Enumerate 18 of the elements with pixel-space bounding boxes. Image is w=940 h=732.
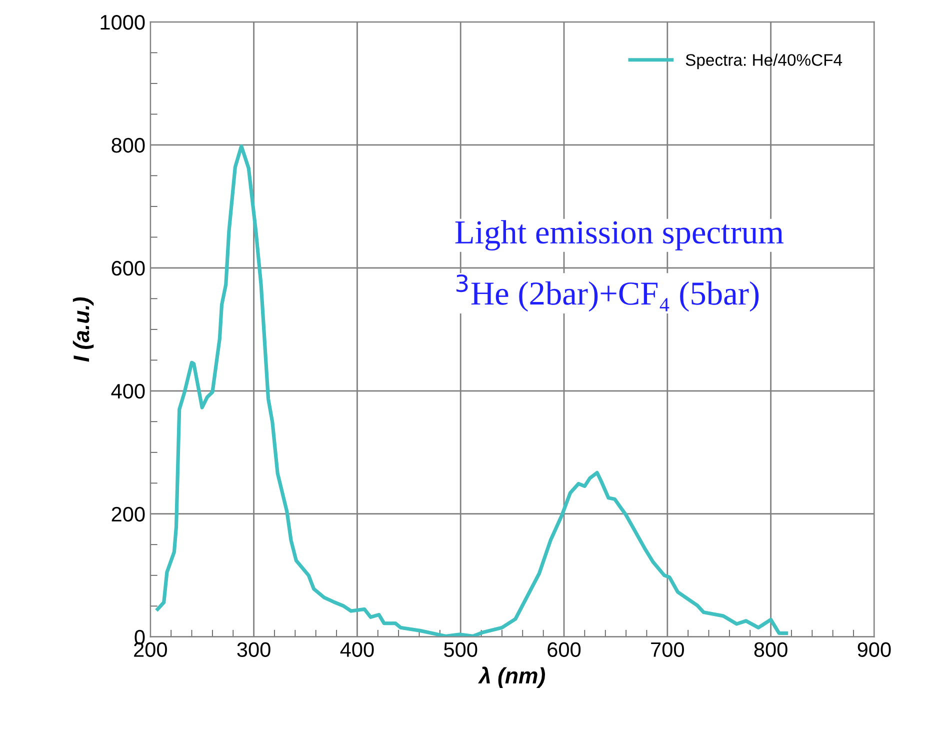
line-series xyxy=(156,144,788,637)
x-tick-label: 500 xyxy=(444,642,478,658)
y-tick-label: 400 xyxy=(111,384,145,399)
y-tick-label: 600 xyxy=(112,260,145,276)
y-tick-label: 800 xyxy=(112,138,145,153)
y-tick-label: 200 xyxy=(112,506,145,522)
x-tick-label: 600 xyxy=(548,642,581,658)
x-tick-label: 400 xyxy=(340,642,374,658)
x-tick-label: 800 xyxy=(754,642,788,658)
y-tick-label: 1000 xyxy=(100,14,145,30)
x-tick-label: 700 xyxy=(651,642,684,658)
y-axis-title: I (a.u.) xyxy=(72,297,94,362)
legend-label: Spectra: He/40%CF4 xyxy=(686,54,842,70)
x-tick-label: 300 xyxy=(237,642,270,658)
x-tick-label: 900 xyxy=(858,642,891,658)
annotation: $^{3}$He (2bar)+CF₄ (5bar) xyxy=(456,274,759,312)
annotation: Light emission spectrum xyxy=(455,220,784,251)
x-axis-title: λ (nm) xyxy=(478,666,545,688)
